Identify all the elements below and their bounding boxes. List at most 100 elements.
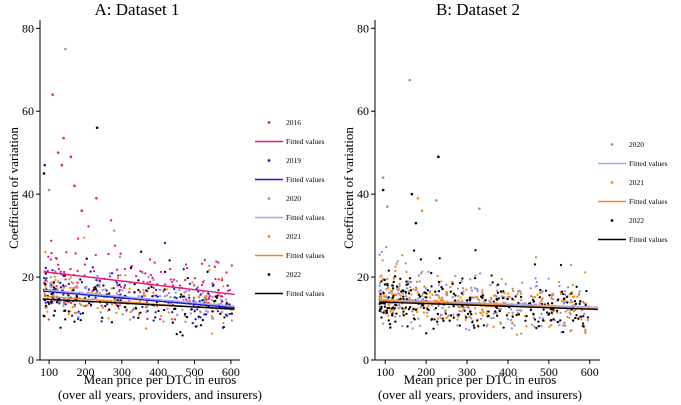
data-point (138, 300, 141, 303)
data-point (206, 270, 209, 273)
data-point (119, 285, 123, 288)
data-point (381, 277, 384, 280)
data-point (569, 299, 572, 302)
panel-a-x-label-line2: (over all years, providers, and insurers… (58, 387, 262, 402)
data-point (401, 253, 404, 257)
data-point (563, 290, 567, 293)
y-tick-label: 0 (363, 353, 369, 367)
data-point (206, 310, 210, 314)
data-point (149, 274, 152, 277)
data-point (104, 288, 107, 291)
data-point (418, 280, 421, 283)
data-point (560, 299, 564, 302)
data-point (556, 320, 559, 324)
data-point (80, 303, 83, 307)
data-point (530, 323, 534, 326)
data-point (415, 310, 419, 314)
panel-b-x-label-line2: (over all years, providers, and insurers… (378, 387, 582, 402)
y-tick-label: 0 (28, 353, 34, 367)
data-point (472, 324, 475, 327)
data-point (525, 325, 528, 328)
data-point (62, 302, 65, 305)
data-point (212, 283, 215, 287)
data-point (65, 251, 68, 254)
data-point (465, 316, 468, 319)
data-point (490, 317, 493, 320)
data-point (44, 282, 47, 286)
data-point (452, 292, 456, 295)
data-point (436, 312, 439, 316)
data-point (216, 310, 220, 313)
data-point (193, 284, 196, 287)
data-point (393, 315, 397, 318)
data-point (142, 292, 146, 296)
data-point (75, 312, 78, 315)
data-point (466, 305, 469, 309)
data-point (395, 285, 399, 288)
data-point (540, 324, 543, 328)
data-point (466, 312, 470, 315)
data-point (51, 269, 54, 272)
data-point (70, 301, 73, 305)
data-point (115, 282, 119, 286)
outlier-point (51, 93, 55, 96)
data-point (142, 288, 145, 292)
data-point (474, 307, 477, 310)
data-point (121, 289, 124, 292)
data-point (417, 274, 421, 277)
data-point (207, 296, 210, 300)
data-point (201, 299, 204, 302)
data-point (220, 277, 224, 280)
data-point (67, 294, 70, 297)
data-point (576, 295, 579, 298)
data-point (549, 307, 553, 311)
data-point (220, 278, 224, 282)
data-point (53, 275, 56, 278)
data-point (436, 317, 440, 320)
data-point (147, 275, 150, 279)
x-tick-label: 500 (540, 365, 558, 379)
data-point (158, 288, 161, 291)
data-point (46, 310, 49, 313)
data-point (463, 309, 466, 312)
data-point (518, 289, 521, 292)
data-point (423, 291, 426, 294)
data-point (182, 298, 185, 301)
data-point (162, 320, 165, 323)
data-point (414, 289, 417, 292)
data-point (378, 284, 381, 287)
data-point (49, 276, 53, 279)
panel-b-y-label: Coefficient of variation (341, 127, 356, 249)
data-point (166, 307, 169, 310)
data-point (545, 311, 549, 314)
data-point (551, 308, 554, 311)
data-point (178, 288, 181, 292)
data-point (386, 287, 389, 290)
data-point (420, 294, 423, 297)
data-point (83, 286, 86, 289)
data-point (412, 288, 415, 291)
data-point (399, 277, 402, 281)
data-point (495, 298, 499, 301)
data-point (135, 275, 138, 278)
data-point (386, 284, 389, 287)
data-point (140, 250, 143, 253)
data-point (387, 319, 390, 322)
data-point (504, 282, 507, 286)
data-point (390, 292, 394, 295)
data-point (454, 274, 457, 277)
data-point (45, 280, 49, 283)
data-point (46, 300, 50, 304)
data-point (72, 282, 75, 285)
data-point (584, 331, 587, 335)
data-point (438, 257, 441, 260)
data-point (380, 295, 383, 298)
data-point (94, 285, 97, 289)
data-point (397, 303, 401, 307)
data-point (113, 229, 116, 232)
data-point (432, 327, 435, 330)
data-point (560, 331, 563, 334)
data-point (389, 326, 392, 329)
data-point (217, 278, 220, 281)
data-point (172, 278, 176, 281)
